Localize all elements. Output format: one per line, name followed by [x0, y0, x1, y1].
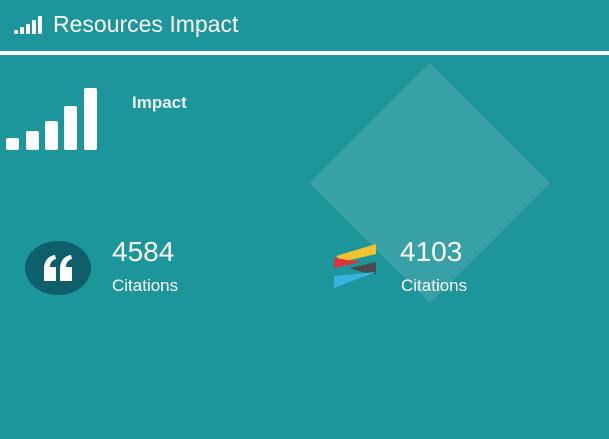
- citations-label-2: Citations: [401, 276, 468, 295]
- header-divider: [0, 51, 609, 55]
- panel-header: Resources Impact: [0, 0, 609, 50]
- citations-count-1: 4584: [112, 236, 175, 267]
- impact-label: Impact: [132, 93, 187, 112]
- quote-icon: [25, 241, 91, 295]
- citations-label-1: Citations: [112, 276, 179, 295]
- impact-signal-icon: [6, 88, 100, 157]
- panel-title: Resources Impact: [53, 11, 239, 37]
- source-logo-icon: [332, 242, 380, 297]
- citations-count-2: 4103: [400, 236, 463, 267]
- signal-bars-icon: [14, 15, 44, 40]
